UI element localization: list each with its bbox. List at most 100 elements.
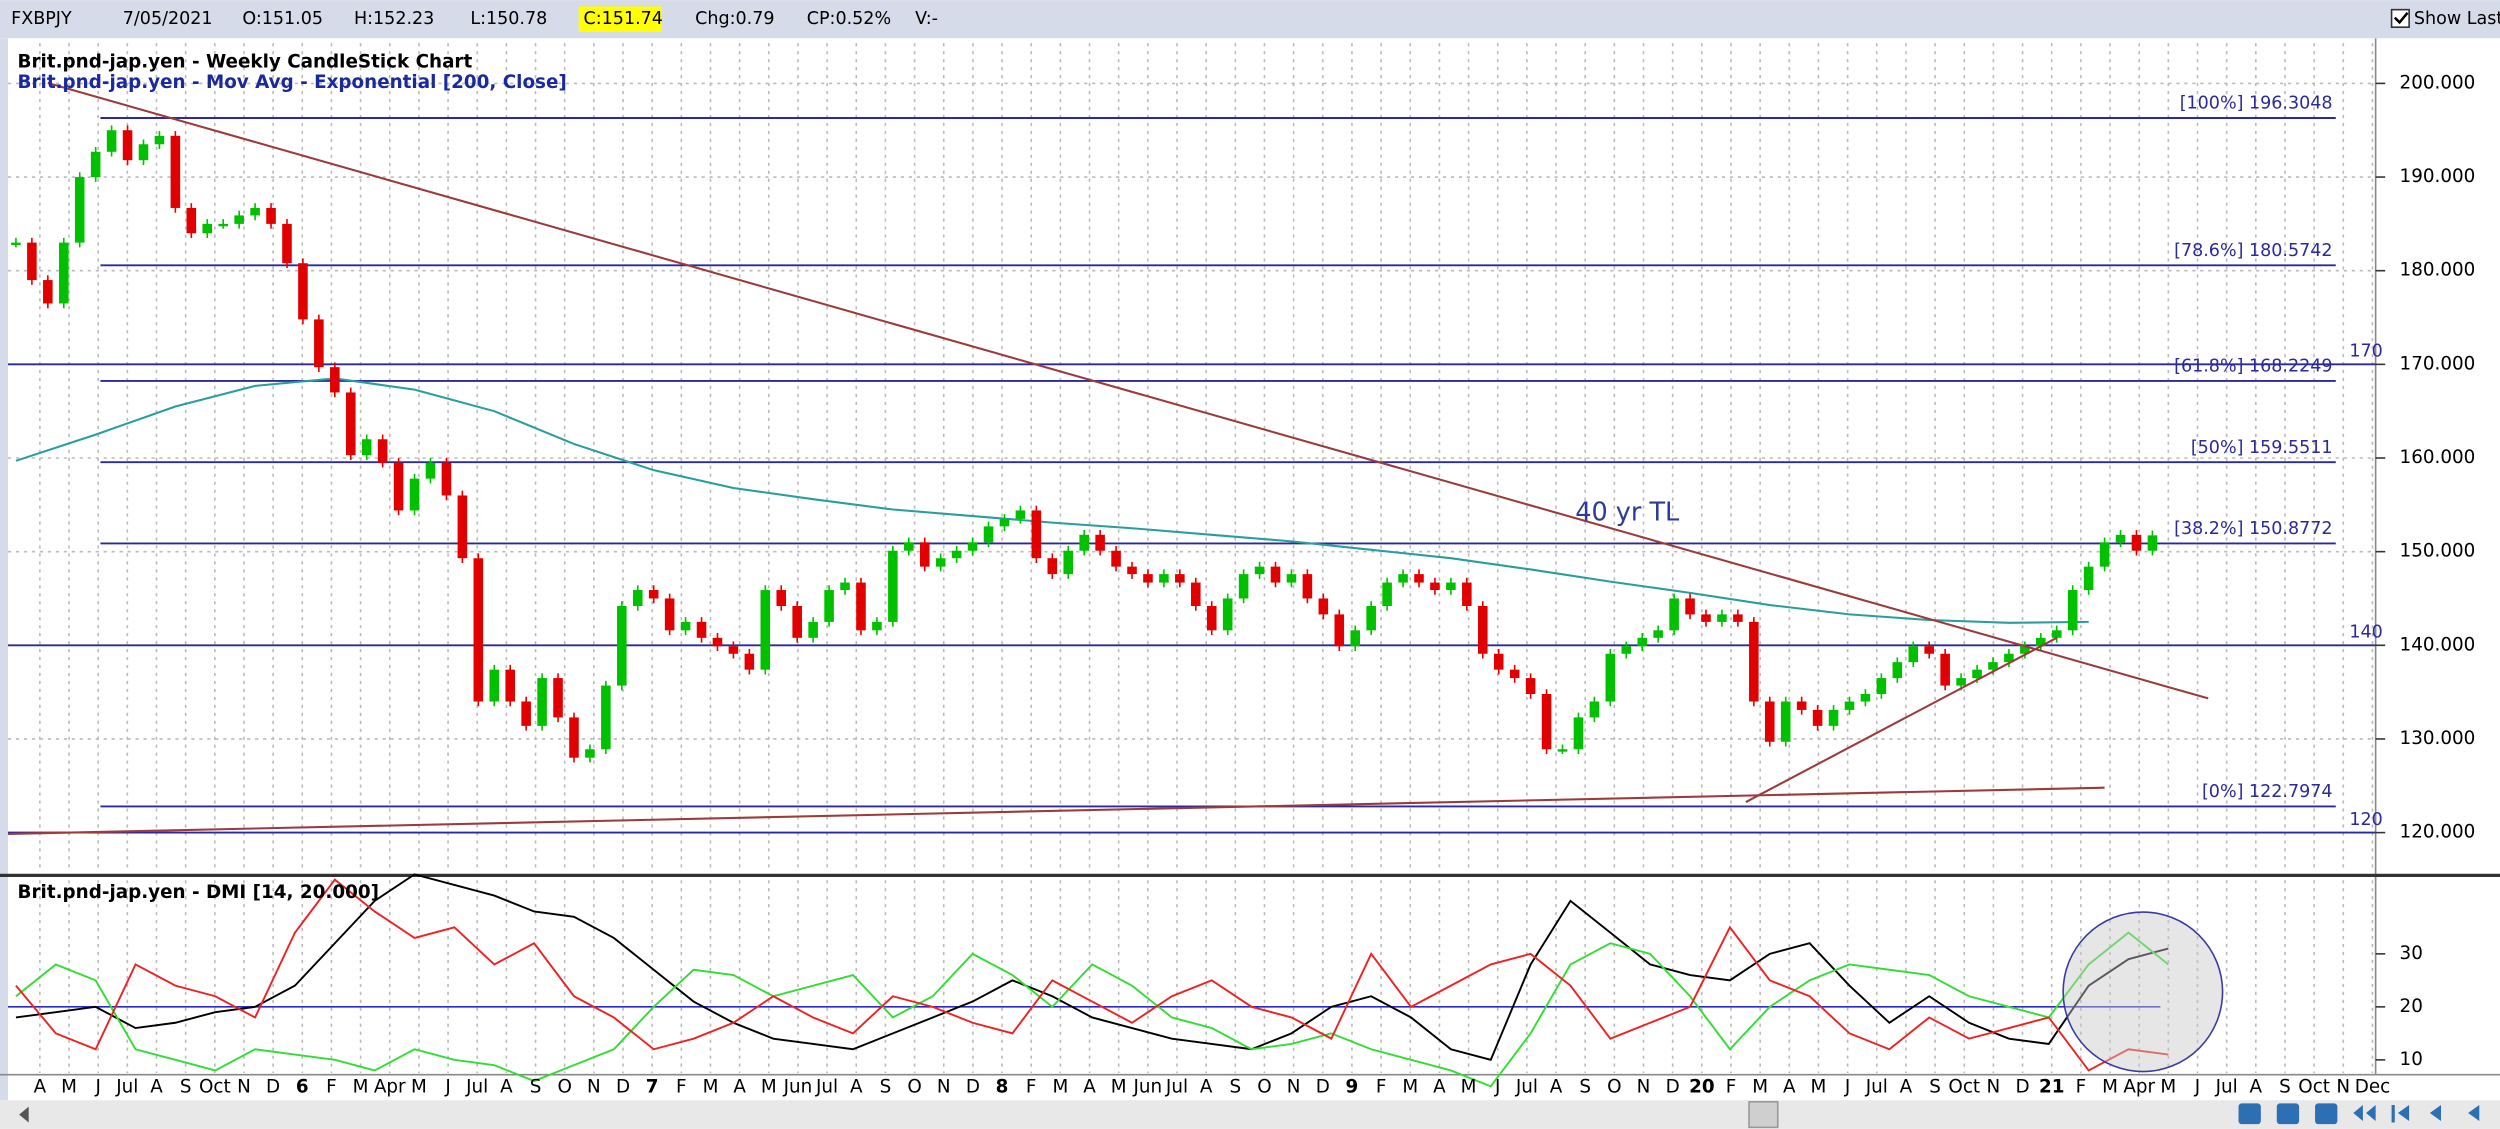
trend-line-support xyxy=(1745,636,2058,803)
candle xyxy=(1206,605,1217,631)
candle xyxy=(489,669,500,702)
nav-buttons xyxy=(2238,1103,2480,1125)
x-tick-label: S xyxy=(1229,1076,1241,1097)
candle xyxy=(744,653,755,670)
x-tick-label: S xyxy=(530,1076,542,1097)
nav-button[interactable] xyxy=(2353,1104,2376,1121)
x-tick-label: N xyxy=(1987,1076,2001,1097)
candle xyxy=(425,462,436,479)
show-last-label[interactable]: Show Last xyxy=(2414,9,2500,29)
candle xyxy=(218,223,228,227)
y-tick-label: 10 xyxy=(2400,1049,2423,1070)
y-tick-label: 120.000 xyxy=(2400,822,2476,843)
candle xyxy=(760,590,771,670)
candle xyxy=(1860,694,1871,702)
candle xyxy=(154,135,165,145)
close-highlight xyxy=(578,6,662,32)
x-tick-label: N xyxy=(1637,1076,1651,1097)
chart-background xyxy=(0,38,2500,1101)
x-tick-label: Jul xyxy=(1515,1076,1538,1097)
ema-line xyxy=(15,377,2089,624)
nav-button[interactable] xyxy=(2391,1104,2410,1123)
dmi-title: Brit.pnd-jap.yen - DMI [14, 20.000] xyxy=(18,882,379,903)
candle xyxy=(632,590,643,606)
candle xyxy=(824,590,834,622)
candle xyxy=(1270,566,1281,583)
y-tick-label: 20 xyxy=(2400,996,2423,1017)
show-last-checkbox[interactable] xyxy=(2390,8,2410,28)
candle xyxy=(1286,574,1297,583)
x-tick-label: O xyxy=(1257,1076,1271,1097)
candle xyxy=(967,542,978,551)
candle xyxy=(1685,598,1695,615)
x-tick-label: A xyxy=(1433,1076,1446,1097)
candle xyxy=(808,621,818,638)
scroll-left[interactable] xyxy=(19,1106,29,1123)
x-tick-label: M xyxy=(61,1076,77,1097)
y-tick-label: 130.000 xyxy=(2400,728,2476,749)
x-tick-label: S xyxy=(2279,1076,2291,1097)
x-tick-label: Jul xyxy=(465,1076,488,1097)
nav-button[interactable] xyxy=(2468,1104,2480,1121)
candle xyxy=(1605,653,1616,702)
candle xyxy=(1191,582,1201,606)
left-edge xyxy=(0,38,8,1101)
candle xyxy=(1175,574,1185,583)
nav-button[interactable] xyxy=(2315,1103,2338,1125)
x-tick-label: Apr xyxy=(2123,1076,2155,1097)
candle xyxy=(951,550,962,559)
candle xyxy=(441,462,452,496)
candle xyxy=(585,749,595,758)
x-tick-label: M xyxy=(703,1076,719,1097)
y-tick-label: 150.000 xyxy=(2400,541,2476,562)
candle xyxy=(250,207,260,216)
nav-button[interactable] xyxy=(2238,1103,2261,1125)
x-tick-label: S xyxy=(1929,1076,1941,1097)
change-pct: CP:0.52% xyxy=(807,9,891,29)
candle xyxy=(935,558,946,567)
x-tick-label: M xyxy=(1811,1076,1827,1097)
x-tick-label: N xyxy=(937,1076,951,1097)
scrollbar[interactable] xyxy=(0,1100,2500,1129)
x-tick-label: S xyxy=(1579,1076,1591,1097)
candle xyxy=(505,669,515,702)
x-tick-label: M xyxy=(1402,1076,1418,1097)
candle xyxy=(409,478,420,511)
nav-button[interactable] xyxy=(2276,1103,2300,1125)
candle xyxy=(1350,630,1361,647)
x-tick-label: F xyxy=(2076,1076,2087,1097)
x-tick-label: J xyxy=(94,1076,100,1097)
x-tick-label: N xyxy=(2336,1076,2350,1097)
y-tick-label: 160.000 xyxy=(2400,447,2476,468)
x-tick-label: A xyxy=(500,1076,513,1097)
candle xyxy=(1493,653,1504,670)
candle xyxy=(1095,534,1105,551)
candle xyxy=(1924,646,1934,654)
candle xyxy=(1733,614,1743,622)
highlight-circle xyxy=(2062,911,2224,1073)
grid xyxy=(7,43,2376,1074)
x-tick-label: 21 xyxy=(2039,1076,2065,1097)
scroll-thumb[interactable] xyxy=(1748,1101,1779,1129)
x-tick-label: Oct xyxy=(2298,1076,2330,1097)
x-tick-label: Jun xyxy=(1133,1076,1163,1097)
candle xyxy=(904,542,914,551)
candle xyxy=(1796,701,1807,710)
x-tick-label: A xyxy=(1200,1076,1213,1097)
candle xyxy=(872,621,882,631)
candle xyxy=(457,495,468,559)
nav-button[interactable] xyxy=(2429,1104,2442,1121)
candle xyxy=(569,717,579,758)
candle xyxy=(1446,582,1456,591)
candle xyxy=(2099,542,2110,567)
fib-level-label: [50%] 159.5511 xyxy=(2191,438,2333,458)
candle xyxy=(473,558,484,702)
dmi-line xyxy=(15,878,2169,1072)
x-tick-label: Oct xyxy=(199,1076,231,1097)
x-tick-label: S xyxy=(880,1076,892,1097)
candle xyxy=(1764,701,1775,742)
x-tick-label: F xyxy=(1376,1076,1387,1097)
candle xyxy=(1318,598,1329,615)
candle xyxy=(1908,646,1919,663)
x-tick-label: 8 xyxy=(996,1076,1009,1097)
